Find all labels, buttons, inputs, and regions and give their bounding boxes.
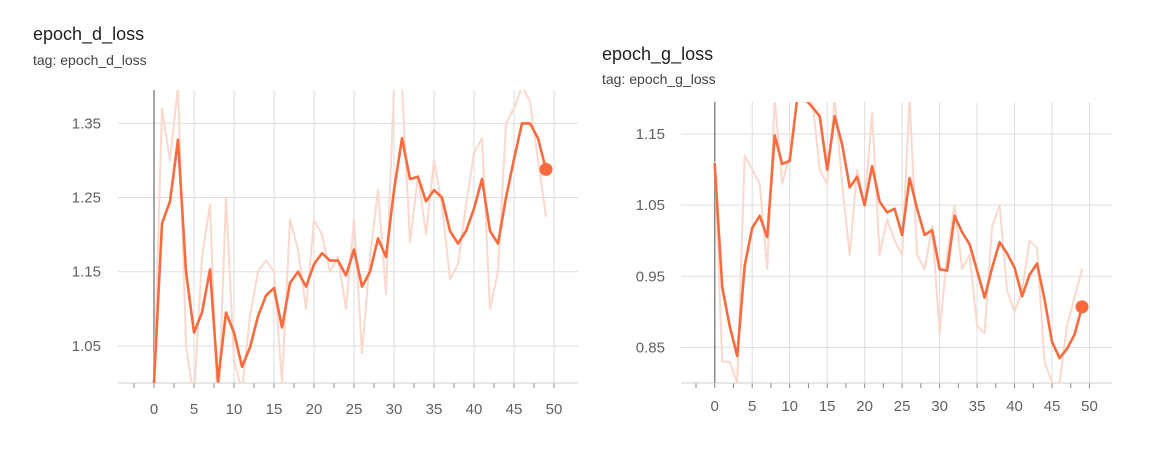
plot-area bbox=[713, 102, 1084, 383]
chart-card-d-loss: epoch_d_loss tag: epoch_d_loss 1.05 1.15 1… bbox=[0, 0, 578, 458]
plot-area bbox=[152, 90, 548, 383]
d-loss-plot[interactable]: 1.05 1.15 1.25 1.35 0 5 10 15 20 25 30 35 40 45 50 bbox=[0, 0, 578, 458]
x-tick-label: 15 bbox=[819, 398, 836, 415]
raw-series-line bbox=[713, 102, 1083, 383]
raw-series-line bbox=[153, 90, 547, 383]
chart-title: epoch_d_loss bbox=[33, 24, 145, 44]
x-tick-label: 50 bbox=[1081, 398, 1098, 415]
y-tick-label: 1.05 bbox=[636, 197, 665, 214]
y-tick-label: 0.95 bbox=[636, 268, 665, 285]
y-tick-label: 1.35 bbox=[72, 115, 101, 132]
x-tick-label: 5 bbox=[748, 398, 756, 415]
y-tick-label: 1.05 bbox=[72, 338, 101, 355]
x-tick-label: 35 bbox=[969, 398, 986, 415]
last-value-marker bbox=[1075, 300, 1089, 314]
x-tick-label: 0 bbox=[711, 398, 719, 415]
y-tick-label: 1.25 bbox=[72, 190, 101, 207]
chart-title: epoch_g_loss bbox=[602, 44, 714, 64]
x-tick-label: 25 bbox=[346, 401, 363, 418]
x-tick-label: 5 bbox=[190, 401, 198, 418]
x-tick-label: 45 bbox=[1044, 398, 1061, 415]
x-tick-label: 0 bbox=[150, 401, 158, 418]
y-tick-label: 0.85 bbox=[636, 339, 665, 356]
x-tick-label: 40 bbox=[466, 401, 483, 418]
x-tick-label: 30 bbox=[386, 401, 403, 418]
x-tick-label: 30 bbox=[931, 398, 948, 415]
x-tick-label: 45 bbox=[506, 401, 523, 418]
g-loss-plot[interactable]: 0.85 0.95 1.05 1.15 0 5 10 15 20 25 30 35 40 45 50 bbox=[576, 0, 1152, 458]
x-tick-label: 20 bbox=[306, 401, 323, 418]
x-tick-label: 50 bbox=[546, 401, 563, 418]
x-tick-label: 15 bbox=[266, 401, 283, 418]
smoothed-series-line bbox=[713, 102, 1084, 360]
x-tick-label: 10 bbox=[226, 401, 243, 418]
x-tick-label: 10 bbox=[781, 398, 798, 415]
x-tick-label: 25 bbox=[894, 398, 911, 415]
last-value-marker bbox=[539, 162, 553, 176]
chart-tag: tag: epoch_d_loss bbox=[33, 52, 147, 68]
y-tick-label: 1.15 bbox=[636, 126, 665, 143]
smoothed-series-line bbox=[152, 122, 548, 383]
x-tick-label: 40 bbox=[1006, 398, 1023, 415]
y-tick-label: 1.15 bbox=[72, 264, 101, 281]
chart-tag: tag: epoch_g_loss bbox=[602, 71, 716, 87]
x-tick-label: 35 bbox=[426, 401, 443, 418]
chart-card-g-loss: epoch_g_loss tag: epoch_g_loss 0.85 0.95 1… bbox=[576, 0, 1152, 458]
x-tick-label: 20 bbox=[856, 398, 873, 415]
